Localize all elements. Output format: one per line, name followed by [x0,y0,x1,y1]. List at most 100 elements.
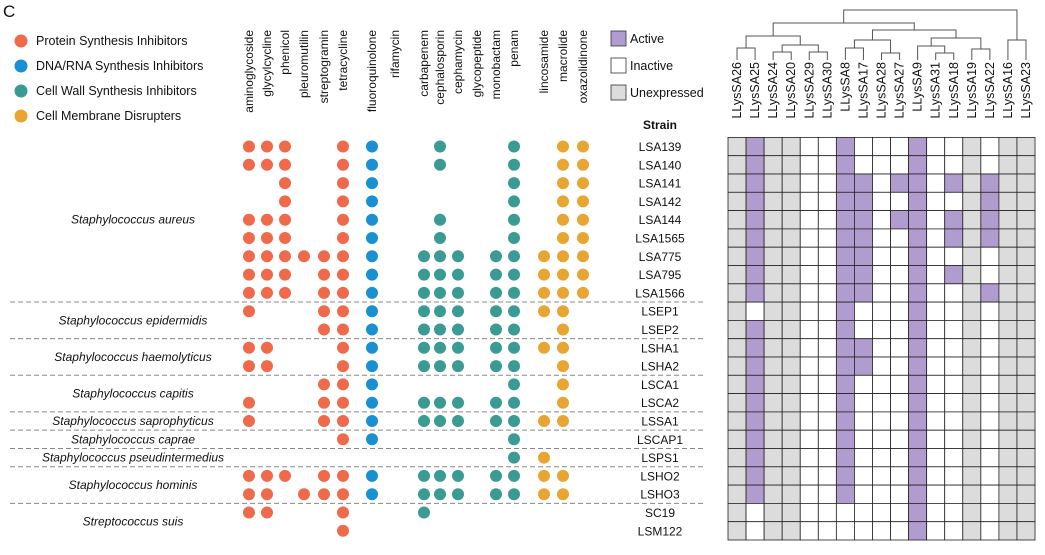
legend-label-2: DNA/RNA Synthesis Inhibitors [36,59,203,73]
activity-cell-LSA141-LLysSA30 [817,173,837,193]
activity-cell-LSA142-LLysSA22 [980,191,1000,212]
activity-cell-LSCA2-LLysSA9 [908,393,928,413]
activity-cell-LSA142-LLysSA8 [835,191,855,212]
lysin-label-LLysSA16: LLysSA16 [1001,62,1015,119]
resistance-dot-LSA142-penam [508,195,520,208]
activity-legend-swatch-inactive [610,57,627,74]
activity-cell-LSA142-LLysSA30 [817,191,837,212]
resistance-dot-LSA775-oxazolidinone [577,250,589,263]
activity-cell-LSA775-LLysSA9 [908,246,928,266]
activity-cell-LSHO3-LLysSA20 [781,484,801,504]
activity-cell-LSCA1-LLysSA19 [962,374,982,394]
resistance-dot-LSA1565-glycylcycline [261,232,273,244]
activity-cell-LSCAP1-LLysSA16 [998,429,1018,449]
resistance-dot-LSA139-penam [508,140,520,153]
activity-cell-LSA1566-LLysSA16 [998,283,1018,303]
activity-cell-LSA795-LLysSA23 [1016,265,1036,285]
activity-cell-LSA142-LLysSA29 [799,191,819,212]
activity-cell-LSA140-LLysSA28 [872,155,891,175]
resistance-dot-LSEP1-cephamycin [452,305,464,318]
strain-label-LSHA1: LSHA1 [641,341,679,355]
activity-cell-LSCAP1-LLysSA9 [908,429,928,449]
strain-label-LSCA2: LSCA2 [641,396,679,410]
resistance-dot-SC19-aminoglycoside [243,506,255,519]
resistance-dot-LSA140-fluoroquinolone [366,158,378,171]
activity-cell-LSA139-LLysSA17 [854,136,873,157]
activity-legend-swatch-unexpressed [610,84,627,101]
activity-cell-LSA141-LLysSA24 [763,173,783,193]
resistance-dot-LSEP2-fluoroquinolone [366,323,378,336]
activity-cell-LSA144-LLysSA23 [1016,210,1036,230]
activity-cell-LSCA1-LLysSA20 [781,374,801,394]
activity-cell-LSCA1-LLysSA25 [745,374,765,394]
activity-cell-LSA775-LLysSA29 [799,246,819,266]
resistance-dot-LSCA2-fluoroquinolone [366,396,378,409]
resistance-dot-LSHO2-macrolide [557,469,569,482]
lysin-label-LLysSA19: LLysSA19 [965,62,979,119]
activity-cell-LSHO3-LLysSA23 [1016,484,1036,504]
resistance-dot-LSA139-glycylcycline [261,140,273,153]
resistance-dot-LSSA1-lincosamide [538,415,550,427]
activity-cell-LSEP2-LLysSA27 [890,319,909,340]
resistance-dot-LSA795-oxazolidinone [577,268,589,281]
resistance-dot-LSCA2-aminoglycoside [243,396,255,409]
legend-swatch-1 [14,34,28,48]
resistance-dot-LSEP1-cephalosporin [434,305,446,318]
activity-cell-LSHA1-LLysSA16 [998,338,1018,358]
resistance-dot-LSCA1-tetracycline [337,378,349,391]
activity-cell-LSSA1-LLysSA24 [763,411,783,431]
activity-cell-LSA144-LLysSA8 [835,210,855,230]
resistance-dot-LSHO2-carbapenem [418,469,430,482]
activity-cell-LSHO2-LLysSA30 [817,466,837,486]
activity-cell-LSSA1-LLysSA26 [727,411,747,431]
activity-cell-LSSA1-LLysSA22 [980,411,1000,431]
resistance-dot-LSEP1-lincosamide [538,305,550,318]
lysin-label-LLysSA23: LLysSA23 [1019,62,1033,119]
activity-cell-LSHO3-LLysSA28 [872,484,891,504]
activity-cell-LSA1566-LLysSA31 [926,283,946,303]
resistance-dot-LSA775-aminoglycoside [243,250,255,263]
resistance-dot-LSA1566-macrolide [557,286,569,299]
activity-cell-LSCA2-LLysSA30 [817,393,837,413]
resistance-dot-LSA795-lincosamide [538,268,550,281]
lysin-label-LLysSA20: LLysSA20 [784,62,798,119]
activity-cell-SC19-LLysSA8 [835,502,855,523]
species-label-2: Staphylococcus epidermidis [59,313,208,327]
activity-cell-LSEP1-LLysSA18 [944,301,964,321]
resistance-dot-LSEP1-macrolide [557,305,569,318]
activity-cell-LSHA2-LLysSA18 [944,356,964,376]
activity-cell-LSA795-LLysSA27 [890,265,909,285]
activity-cell-LSM122-LLysSA18 [944,521,964,541]
activity-cell-LSA1566-LLysSA28 [872,283,891,303]
activity-cell-LSA139-LLysSA25 [745,136,765,157]
activity-cell-LSA1565-LLysSA27 [890,228,909,248]
activity-cell-LSHA1-LLysSA17 [854,338,873,358]
resistance-dot-LSA1566-phenicol [279,286,291,299]
activity-cell-LSHA1-LLysSA20 [781,338,801,358]
activity-cell-LSHO3-LLysSA31 [926,484,946,504]
activity-cell-LSEP2-LLysSA23 [1016,319,1036,340]
activity-cell-LSCAP1-LLysSA30 [817,429,837,449]
activity-cell-LSEP1-LLysSA31 [926,301,946,321]
activity-cell-LSA144-LLysSA25 [745,210,765,230]
resistance-dot-LSA775-penam [508,250,520,263]
resistance-dot-LSA144-tetracycline [337,213,349,226]
activity-cell-LSCA2-LLysSA25 [745,393,765,413]
activity-cell-LSA1566-LLysSA25 [745,283,765,303]
activity-cell-LSA144-LLysSA19 [962,210,982,230]
resistance-dot-LSHO2-penam [508,469,520,482]
activity-cell-LSPS1-LLysSA30 [817,448,837,468]
lysin-label-LLysSA17: LLysSA17 [856,62,870,119]
activity-cell-LSA144-LLysSA17 [854,210,873,230]
activity-cell-LSA139-LLysSA28 [872,136,891,157]
activity-cell-LSA795-LLysSA31 [926,265,946,285]
activity-cell-LSHO3-LLysSA30 [817,484,837,504]
activity-cell-SC19-LLysSA28 [872,502,891,523]
resistance-dot-LSEP2-tetracycline [337,323,349,336]
resistance-dot-LSHO3-fluoroquinolone [366,488,378,501]
strain-label-LSA141: LSA141 [639,177,682,191]
resistance-dot-LSSA1-fluoroquinolone [366,415,378,427]
strain-label-LSA142: LSA142 [639,195,682,209]
activity-cell-LSA775-LLysSA23 [1016,246,1036,266]
activity-cell-LSCA2-LLysSA27 [890,393,909,413]
